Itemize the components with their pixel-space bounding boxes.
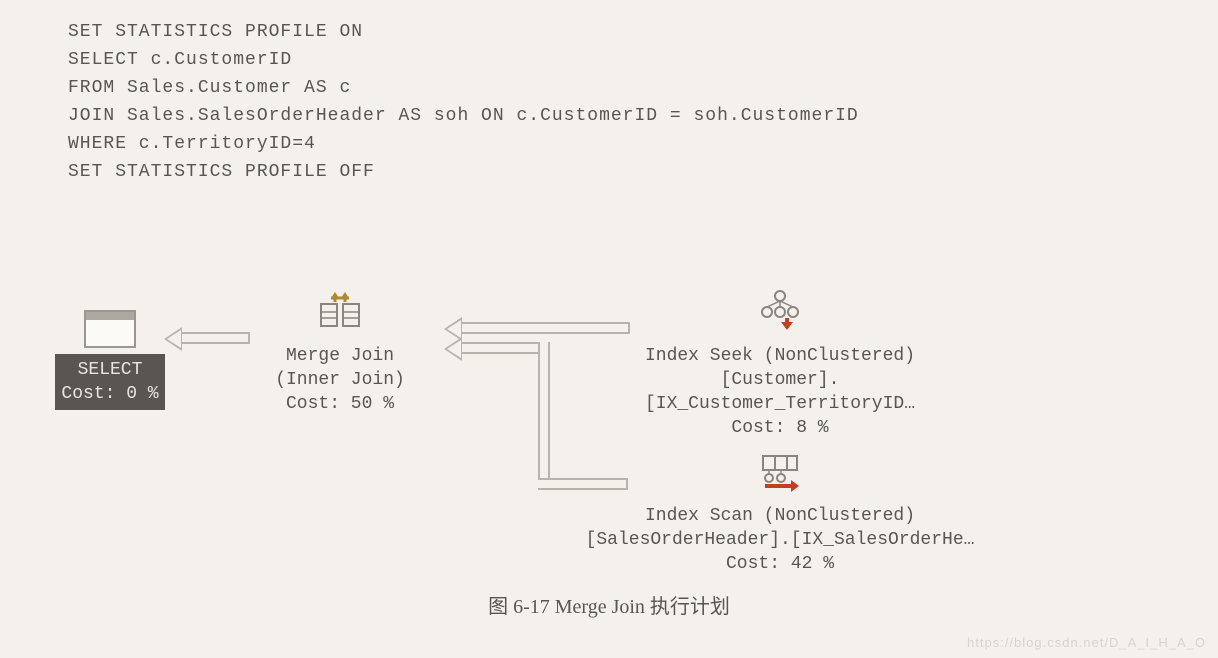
plan-node-select: SELECT Cost: 0 % [50, 310, 170, 410]
sql-code-block: SET STATISTICS PROFILE ON SELECT c.Custo… [68, 18, 859, 186]
merge-join-icon [317, 290, 363, 332]
select-label-box: SELECT Cost: 0 % [55, 354, 165, 410]
plan-node-index-seek: Index Seek (NonClustered) [Customer].[IX… [590, 290, 970, 440]
sql-line: SET STATISTICS PROFILE ON [68, 18, 859, 46]
node-detail: (Inner Join) [240, 368, 440, 392]
node-detail: [SalesOrderHeader].[IX_SalesOrderHe… [580, 528, 980, 552]
index-seek-icon [757, 290, 803, 332]
plan-arrow [460, 342, 550, 354]
plan-arrow [538, 342, 550, 490]
node-cost: Cost: 42 % [580, 552, 980, 576]
sql-line: JOIN Sales.SalesOrderHeader AS soh ON c.… [68, 102, 859, 130]
sql-line: FROM Sales.Customer AS c [68, 74, 859, 102]
plan-node-merge-join: Merge Join (Inner Join) Cost: 50 % [240, 290, 440, 416]
node-title: Merge Join [240, 344, 440, 368]
sql-line: WHERE c.TerritoryID=4 [68, 130, 859, 158]
watermark-text: https://blog.csdn.net/D_A_I_H_A_O [967, 635, 1206, 650]
node-detail: [Customer].[IX_Customer_TerritoryID… [590, 368, 970, 416]
node-title: Index Seek (NonClustered) [590, 344, 970, 368]
figure-caption: 图 6-17 Merge Join 执行计划 [0, 590, 1218, 619]
node-title: Index Scan (NonClustered) [580, 504, 980, 528]
node-title: SELECT [61, 358, 159, 382]
node-cost: Cost: 0 % [61, 382, 159, 406]
plan-node-index-scan: Index Scan (NonClustered) [SalesOrderHea… [580, 450, 980, 576]
node-cost: Cost: 50 % [240, 392, 440, 416]
table-result-icon [84, 310, 136, 348]
index-scan-icon [757, 450, 803, 492]
sql-line: SELECT c.CustomerID [68, 46, 859, 74]
plan-arrow-head [444, 337, 462, 361]
node-cost: Cost: 8 % [590, 416, 970, 440]
sql-line: SET STATISTICS PROFILE OFF [68, 158, 859, 186]
